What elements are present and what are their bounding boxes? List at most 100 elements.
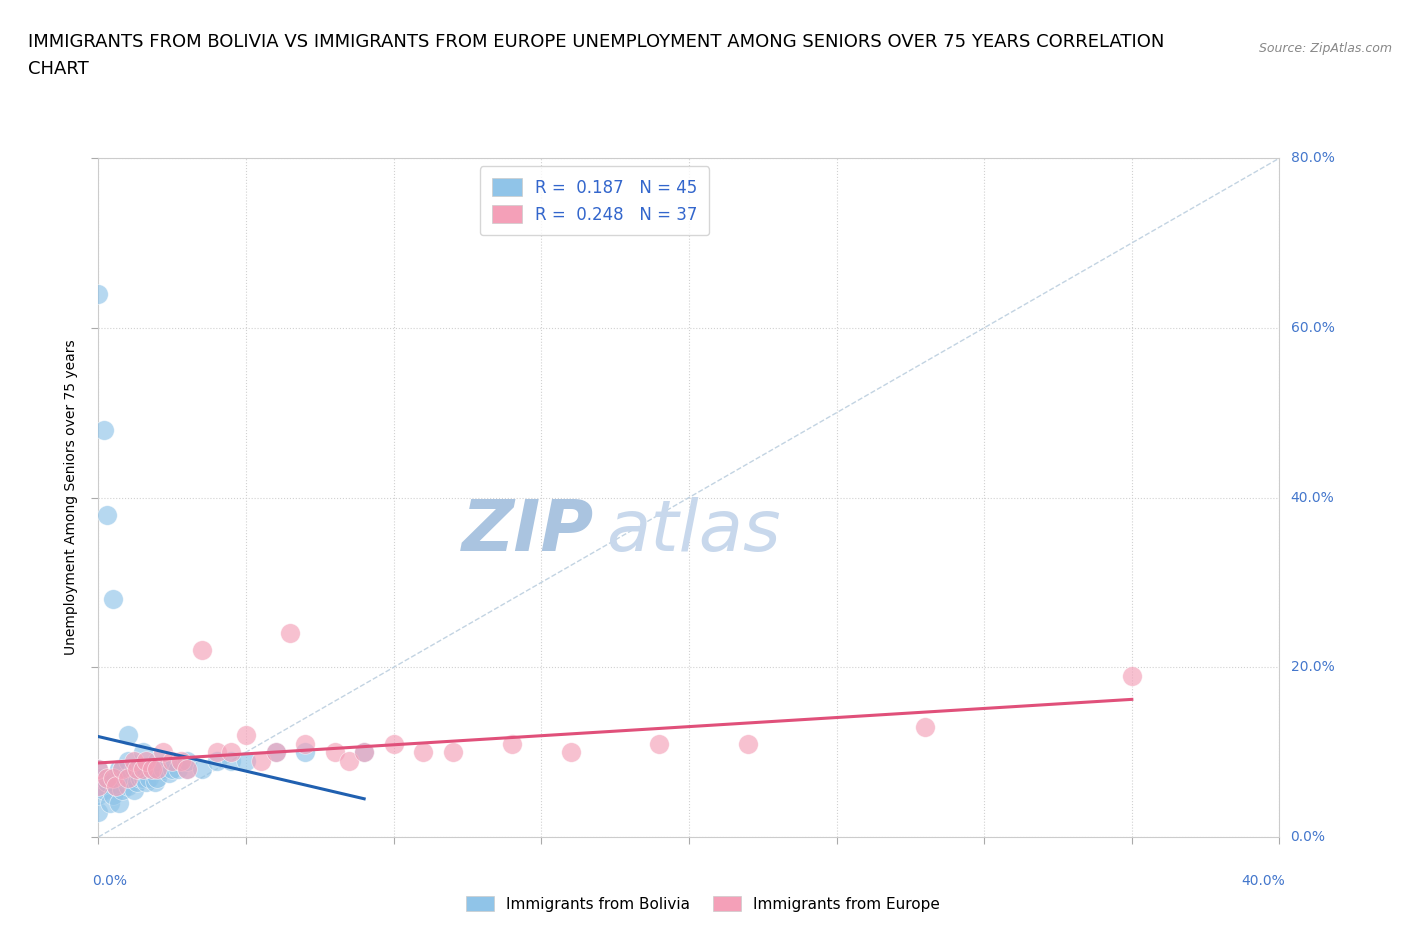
- Immigrants from Europe: [250, 753, 273, 768]
- Immigrants from Bolivia: [294, 745, 316, 760]
- Immigrants from Europe: [96, 770, 118, 785]
- Immigrants from Bolivia: [98, 796, 121, 811]
- Immigrants from Bolivia: [219, 753, 242, 768]
- Immigrants from Bolivia: [264, 745, 287, 760]
- Text: ZIP: ZIP: [463, 497, 595, 566]
- Immigrants from Bolivia: [93, 783, 115, 798]
- Text: CHART: CHART: [28, 60, 89, 78]
- Immigrants from Bolivia: [108, 796, 131, 811]
- Immigrants from Europe: [382, 737, 405, 751]
- Immigrants from Europe: [914, 719, 936, 734]
- Immigrants from Europe: [103, 770, 125, 785]
- Immigrants from Bolivia: [93, 422, 115, 437]
- Immigrants from Europe: [162, 753, 183, 768]
- Immigrants from Europe: [132, 762, 155, 777]
- Immigrants from Bolivia: [138, 770, 160, 785]
- Immigrants from Europe: [135, 753, 157, 768]
- Text: atlas: atlas: [606, 497, 780, 566]
- Immigrants from Europe: [87, 778, 110, 793]
- Immigrants from Europe: [152, 745, 174, 760]
- Immigrants from Europe: [87, 762, 110, 777]
- Immigrants from Bolivia: [103, 787, 125, 802]
- Immigrants from Europe: [1121, 669, 1143, 684]
- Immigrants from Europe: [264, 745, 287, 760]
- Immigrants from Bolivia: [205, 753, 228, 768]
- Immigrants from Bolivia: [111, 783, 134, 798]
- Text: IMMIGRANTS FROM BOLIVIA VS IMMIGRANTS FROM EUROPE UNEMPLOYMENT AMONG SENIORS OVE: IMMIGRANTS FROM BOLIVIA VS IMMIGRANTS FR…: [28, 33, 1164, 50]
- Immigrants from Bolivia: [353, 745, 375, 760]
- Immigrants from Bolivia: [105, 778, 128, 793]
- Immigrants from Europe: [560, 745, 582, 760]
- Immigrants from Bolivia: [122, 762, 145, 777]
- Immigrants from Europe: [353, 745, 375, 760]
- Immigrants from Europe: [737, 737, 759, 751]
- Immigrants from Europe: [219, 745, 242, 760]
- Immigrants from Europe: [170, 753, 193, 768]
- Immigrants from Bolivia: [96, 775, 118, 790]
- Immigrants from Europe: [146, 762, 169, 777]
- Immigrants from Europe: [235, 727, 257, 742]
- Immigrants from Europe: [111, 762, 134, 777]
- Text: 40.0%: 40.0%: [1291, 490, 1334, 505]
- Immigrants from Bolivia: [117, 753, 139, 768]
- Immigrants from Bolivia: [191, 762, 214, 777]
- Immigrants from Bolivia: [103, 770, 125, 785]
- Immigrants from Bolivia: [176, 762, 198, 777]
- Immigrants from Bolivia: [96, 507, 118, 522]
- Immigrants from Bolivia: [132, 770, 155, 785]
- Immigrants from Bolivia: [128, 770, 150, 785]
- Immigrants from Bolivia: [146, 753, 169, 768]
- Immigrants from Europe: [278, 626, 302, 641]
- Immigrants from Bolivia: [111, 762, 134, 777]
- Immigrants from Bolivia: [235, 753, 257, 768]
- Immigrants from Bolivia: [132, 745, 155, 760]
- Immigrants from Europe: [441, 745, 464, 760]
- Immigrants from Bolivia: [87, 762, 110, 777]
- Text: 80.0%: 80.0%: [1291, 151, 1334, 166]
- Immigrants from Europe: [412, 745, 434, 760]
- Immigrants from Bolivia: [157, 766, 180, 781]
- Immigrants from Bolivia: [108, 762, 131, 777]
- Immigrants from Europe: [205, 745, 228, 760]
- Text: 0.0%: 0.0%: [93, 874, 128, 888]
- Immigrants from Bolivia: [146, 770, 169, 785]
- Immigrants from Bolivia: [143, 775, 166, 790]
- Text: 60.0%: 60.0%: [1291, 321, 1334, 335]
- Immigrants from Bolivia: [152, 762, 174, 777]
- Immigrants from Bolivia: [132, 762, 155, 777]
- Immigrants from Europe: [294, 737, 316, 751]
- Immigrants from Europe: [648, 737, 671, 751]
- Immigrants from Europe: [176, 762, 198, 777]
- Y-axis label: Unemployment Among Seniors over 75 years: Unemployment Among Seniors over 75 years: [65, 339, 79, 656]
- Immigrants from Europe: [141, 762, 163, 777]
- Immigrants from Europe: [501, 737, 523, 751]
- Immigrants from Bolivia: [167, 762, 190, 777]
- Immigrants from Europe: [117, 770, 139, 785]
- Legend: R =  0.187   N = 45, R =  0.248   N = 37: R = 0.187 N = 45, R = 0.248 N = 37: [479, 166, 709, 235]
- Immigrants from Bolivia: [135, 775, 157, 790]
- Immigrants from Bolivia: [122, 783, 145, 798]
- Immigrants from Bolivia: [87, 778, 110, 793]
- Immigrants from Bolivia: [141, 762, 163, 777]
- Immigrants from Europe: [105, 778, 128, 793]
- Immigrants from Europe: [191, 643, 214, 658]
- Immigrants from Europe: [125, 762, 148, 777]
- Legend: Immigrants from Bolivia, Immigrants from Europe: Immigrants from Bolivia, Immigrants from…: [460, 890, 946, 918]
- Immigrants from Bolivia: [114, 770, 136, 785]
- Immigrants from Europe: [323, 745, 346, 760]
- Immigrants from Bolivia: [87, 787, 110, 802]
- Immigrants from Bolivia: [103, 592, 125, 607]
- Immigrants from Bolivia: [125, 775, 148, 790]
- Immigrants from Europe: [337, 753, 360, 768]
- Immigrants from Bolivia: [117, 727, 139, 742]
- Immigrants from Bolivia: [162, 762, 183, 777]
- Immigrants from Bolivia: [87, 804, 110, 819]
- Text: Source: ZipAtlas.com: Source: ZipAtlas.com: [1258, 42, 1392, 55]
- Immigrants from Bolivia: [117, 778, 139, 793]
- Text: 0.0%: 0.0%: [1291, 830, 1326, 844]
- Text: 20.0%: 20.0%: [1291, 660, 1334, 674]
- Immigrants from Europe: [122, 753, 145, 768]
- Immigrants from Bolivia: [176, 753, 198, 768]
- Text: 40.0%: 40.0%: [1241, 874, 1285, 888]
- Immigrants from Bolivia: [87, 770, 110, 785]
